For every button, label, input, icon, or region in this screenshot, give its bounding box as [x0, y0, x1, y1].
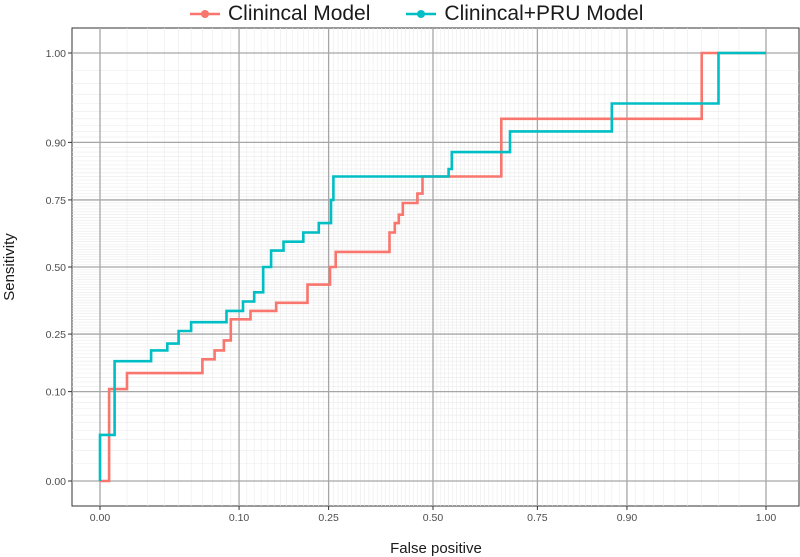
major-grid	[72, 28, 799, 506]
y-tick-label: 0.75	[46, 195, 67, 207]
legend-item-clinical-pru: Clinincal+PRU Model	[406, 2, 643, 26]
legend-label-clinical: Clinincal Model	[228, 2, 371, 25]
x-tick-label: 0.75	[527, 512, 548, 524]
series-clinical-line	[100, 51, 766, 483]
legend-key-clinical-pru-icon	[406, 10, 437, 18]
x-axis-title: False positive	[390, 540, 482, 557]
legend-item-clinical: Clinincal Model	[190, 2, 370, 26]
y-axis-ticks: 0.00 0.10 0.25 0.50 0.75 0.90 1.00	[46, 48, 72, 488]
y-tick-label: 0.00	[46, 476, 67, 488]
curves	[98, 51, 766, 483]
x-tick-label: 0.25	[318, 512, 339, 524]
y-tick-label: 0.25	[46, 329, 67, 341]
legend: Clinincal Model Clinincal+PRU Model	[190, 0, 643, 28]
legend-dot-clinical	[201, 10, 209, 18]
x-tick-label: 0.90	[617, 512, 638, 524]
y-axis-title: Sensitivity	[1, 233, 18, 301]
y-tick-label: 0.10	[46, 387, 67, 399]
x-tick-label: 1.00	[756, 512, 777, 524]
x-tick-label: 0.10	[229, 512, 250, 524]
y-tick-label: 0.90	[46, 137, 67, 149]
y-tick-label: 1.00	[46, 48, 67, 60]
x-axis-ticks: 0.00 0.10 0.25 0.50 0.75 0.90 1.00	[90, 506, 777, 524]
legend-key-clinical-icon	[190, 10, 220, 18]
series-clinical-pru-line	[98, 51, 766, 481]
x-tick-label: 0.00	[90, 512, 111, 524]
legend-label-clinical-pru: Clinincal+PRU Model	[444, 2, 644, 25]
x-tick-label: 0.50	[423, 512, 444, 524]
y-tick-label: 0.50	[46, 262, 67, 274]
legend-dot-clinical-pru	[417, 10, 426, 18]
